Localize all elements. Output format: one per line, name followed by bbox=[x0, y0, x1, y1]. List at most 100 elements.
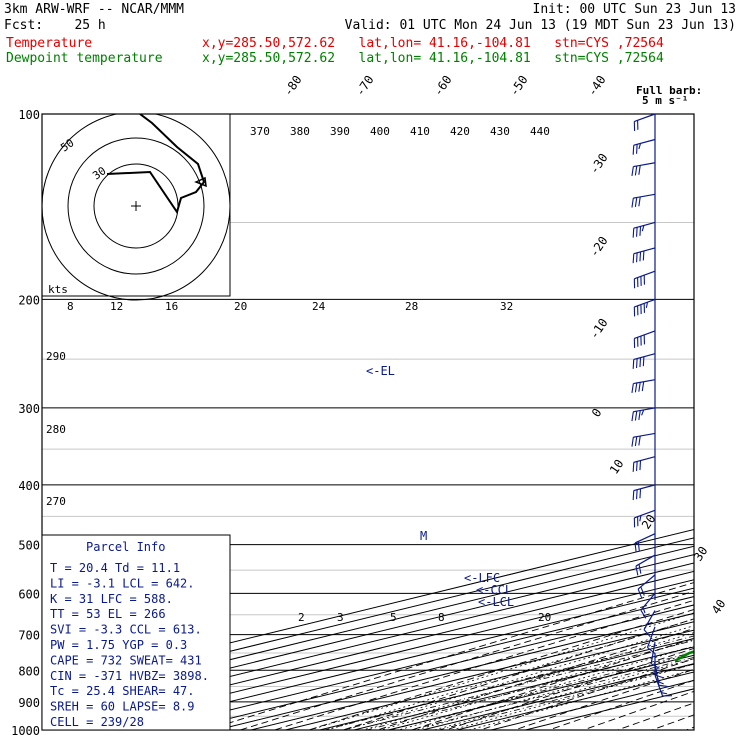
moist-adiabat bbox=[414, 652, 694, 730]
wind-barb-flag bbox=[635, 565, 639, 576]
pressure-label: 600 bbox=[18, 587, 40, 601]
sounding-profiles bbox=[674, 114, 740, 662]
dry-adiabat bbox=[204, 582, 694, 730]
wind-barb-shaft bbox=[640, 592, 656, 611]
hodograph-axis-label: 8 bbox=[67, 300, 74, 313]
dry-adiabat bbox=[410, 637, 694, 730]
wind-barb-flag bbox=[634, 197, 638, 207]
wind-barb-shaft bbox=[633, 247, 656, 255]
wind-barb-shaft bbox=[634, 270, 656, 280]
theta-e-label: 400 bbox=[370, 125, 390, 138]
pressure-label: 500 bbox=[18, 539, 40, 553]
mixing-ratio-line bbox=[365, 645, 694, 730]
temperature-profile bbox=[709, 114, 740, 661]
wind-barb-flag bbox=[638, 165, 641, 175]
wind-barb-flag bbox=[658, 681, 664, 685]
wind-barb-flag bbox=[642, 250, 645, 261]
mixing-ratio-lines bbox=[322, 635, 694, 730]
mixing-ratio-line bbox=[388, 651, 694, 730]
mixing-ratio-label: 8 bbox=[438, 611, 445, 624]
moist-adiabat bbox=[308, 612, 694, 730]
hodograph-trace bbox=[106, 114, 206, 215]
legend-temperature: Temperature bbox=[6, 36, 93, 51]
hodograph-axis-label: 20 bbox=[234, 300, 247, 313]
isotherm-label: -40 bbox=[585, 73, 609, 99]
parcel-info-box: Parcel Info T = 20.4 Td = 11.1LI = -3.1 L… bbox=[41, 534, 231, 731]
parcel-info-row: TT = 53 EL = 266 bbox=[50, 607, 166, 621]
wind-barb-flag bbox=[654, 674, 665, 679]
wind-barb-flag bbox=[636, 489, 638, 500]
isotherm-line bbox=[42, 562, 694, 723]
axis-labels: 100 200 300 400 500 600 700 800 900 1000 -80 -70 -60… bbox=[11, 73, 728, 738]
mixing-ratio-label: 20 bbox=[538, 611, 551, 624]
pressure-label: 400 bbox=[18, 479, 40, 493]
hodograph-units: kts bbox=[48, 283, 68, 296]
mixing-ratio-line bbox=[341, 640, 694, 730]
wind-barb-flag bbox=[634, 542, 637, 553]
theta-e-label: 380 bbox=[290, 125, 310, 138]
wind-barb-flag bbox=[642, 607, 646, 614]
wind-barb-flag bbox=[638, 435, 641, 446]
dry-adiabat bbox=[720, 114, 740, 740]
wind-barb-flag bbox=[632, 145, 635, 155]
wind-barb-shaft bbox=[633, 162, 656, 168]
pressure-label: 300 bbox=[18, 402, 40, 416]
mixing-ratio-label: 5 bbox=[390, 611, 397, 624]
parcel-info-row: T = 20.4 Td = 11.1 bbox=[50, 561, 180, 575]
theta-e-label: 410 bbox=[410, 125, 430, 138]
temperature-location: x,y=285.50,572.62 lat,lon= 41.16,-104.81… bbox=[202, 36, 664, 51]
hodograph-axis-label: 16 bbox=[165, 300, 178, 313]
wind-barb-flag bbox=[638, 382, 641, 392]
wind-barb-flag bbox=[640, 586, 645, 596]
parcel-info-row: K = 31 LFC = 588. bbox=[50, 592, 173, 606]
lfc-marker: <-LFC bbox=[464, 571, 500, 585]
init-time: Init: 00 UTC Sun 23 Jun 13 bbox=[532, 2, 737, 17]
pressure-label: 200 bbox=[18, 293, 40, 307]
wind-barb-flag bbox=[631, 437, 634, 447]
isotherm-label: -50 bbox=[507, 73, 531, 99]
mixing-ratio-line bbox=[437, 663, 694, 730]
wind-barb-flag bbox=[647, 647, 656, 654]
moist-adiabat bbox=[467, 669, 694, 730]
isotherm-line bbox=[319, 637, 694, 730]
hodograph-storm-marker bbox=[194, 176, 207, 188]
isotherm-label: -10 bbox=[587, 316, 611, 342]
isotherm-line bbox=[45, 570, 694, 730]
isotherm-line bbox=[42, 537, 694, 698]
isotherm-label: -30 bbox=[587, 151, 611, 177]
dry-adiabat bbox=[307, 609, 694, 730]
parcel-info-row: CIN = -371 HVBZ= 3898. bbox=[50, 669, 209, 683]
wind-barb-flag bbox=[632, 462, 635, 472]
wind-barb-shaft bbox=[643, 610, 656, 630]
dry-adiabat bbox=[581, 690, 694, 730]
wind-barb-flag bbox=[636, 252, 638, 263]
isotherm-line bbox=[353, 646, 694, 730]
wind-barb-shaft bbox=[634, 330, 656, 340]
pressure-label: 900 bbox=[18, 696, 40, 710]
wind-barb-flag bbox=[631, 411, 634, 422]
wind-barb-shaft bbox=[635, 554, 656, 567]
isotherm-line bbox=[456, 671, 694, 730]
ccl-marker: <-CCL bbox=[476, 583, 512, 597]
mean-marker: M bbox=[420, 529, 427, 543]
wind-barb-flag bbox=[634, 382, 638, 393]
isotherm-label: 10 bbox=[607, 457, 627, 477]
wind-barb-flag bbox=[637, 541, 640, 551]
isotherm-line bbox=[42, 545, 694, 707]
wind-barb-flag bbox=[641, 381, 645, 392]
isotherm-label: -20 bbox=[587, 234, 611, 260]
wind-barb-flag bbox=[639, 226, 642, 236]
isotherm-label: 20 bbox=[639, 512, 659, 532]
wind-barb-flag bbox=[634, 436, 638, 447]
hodograph-axis-label: 32 bbox=[500, 300, 513, 313]
parcel-info-row: SREH = 60 LAPSE= 8.9 bbox=[50, 700, 195, 714]
pressure-label: 100 bbox=[18, 108, 40, 122]
theta-e-label: 440 bbox=[530, 125, 550, 138]
wind-barb-shaft bbox=[633, 353, 656, 360]
wind-barb-shaft bbox=[646, 626, 656, 648]
dewpoint-location: x,y=285.50,572.62 lat,lon= 41.16,-104.81… bbox=[202, 51, 664, 66]
dry-adiabat bbox=[650, 714, 694, 730]
hodograph-axis-label: 12 bbox=[110, 300, 123, 313]
hodograph-axis-label: 24 bbox=[312, 300, 326, 313]
fcst-label: Fcst: bbox=[4, 18, 44, 33]
